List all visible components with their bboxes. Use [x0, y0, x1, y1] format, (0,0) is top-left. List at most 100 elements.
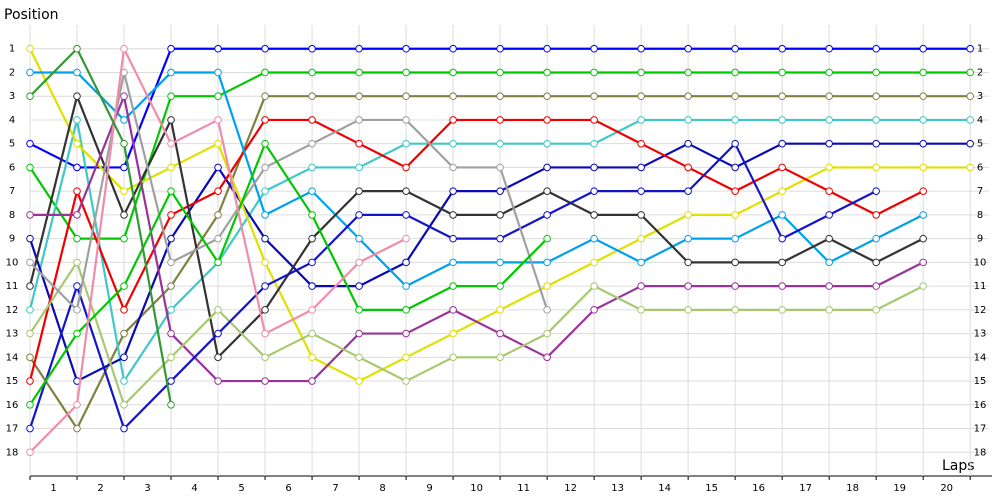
lap-marker	[355, 139, 363, 148]
lap-marker	[26, 44, 34, 53]
lap-marker	[590, 116, 598, 124]
lap-marker	[731, 187, 739, 195]
lap-marker	[496, 163, 504, 172]
lap-marker	[684, 211, 692, 219]
lap-marker	[966, 44, 974, 53]
lap-marker	[778, 258, 786, 267]
driver-line	[29, 141, 548, 406]
y-tick-label: 7	[9, 186, 15, 197]
lap-marker	[355, 116, 363, 124]
lap-marker	[684, 306, 692, 314]
lap-marker	[308, 329, 316, 338]
lap-marker	[26, 400, 34, 409]
lap-marker	[261, 329, 269, 338]
lap-marker	[449, 187, 457, 195]
lap-marker	[120, 306, 128, 314]
lap-marker	[590, 163, 598, 172]
lap-marker	[825, 163, 833, 172]
lap-marker	[919, 211, 927, 219]
lap-marker	[26, 329, 34, 338]
lap-marker	[919, 187, 927, 195]
lap-marker	[73, 92, 81, 101]
lap-marker	[214, 329, 222, 338]
lap-marker	[778, 68, 786, 77]
lap-marker	[825, 282, 833, 290]
lap-marker	[449, 92, 457, 101]
lap-marker	[261, 139, 269, 148]
lap-marker	[778, 92, 786, 101]
lap-marker	[26, 92, 34, 101]
lap-marker	[120, 44, 128, 53]
lap-marker	[872, 92, 880, 101]
lap-marker	[73, 163, 81, 172]
lap-marker	[73, 139, 81, 148]
x-tick-label: 5	[238, 483, 244, 494]
lap-marker	[731, 282, 739, 290]
x-tick-label: 2	[97, 483, 103, 494]
lap-marker	[402, 163, 410, 172]
lap-marker	[120, 377, 128, 385]
lap-marker	[449, 163, 457, 172]
y-tick-label: 15	[6, 376, 19, 387]
lap-marker	[167, 306, 175, 314]
lap-marker	[120, 353, 128, 362]
lap-marker	[825, 68, 833, 77]
lap-marker	[261, 187, 269, 195]
lap-marker	[449, 258, 457, 267]
lap-marker	[637, 211, 645, 219]
y-tick-label: 18	[6, 447, 19, 458]
lap-marker	[214, 258, 222, 267]
lap-marker	[308, 234, 316, 243]
lap-marker	[825, 258, 833, 267]
driver-line	[29, 259, 924, 407]
lap-marker	[872, 163, 880, 172]
lap-marker	[120, 116, 128, 124]
lap-marker	[684, 163, 692, 172]
lap-marker	[167, 258, 175, 267]
lap-marker	[167, 234, 175, 243]
lap-marker	[167, 282, 175, 290]
y-tick-label-right: 15	[974, 376, 987, 387]
lap-marker	[543, 68, 551, 77]
lap-marker	[496, 139, 504, 148]
lap-marker	[825, 44, 833, 53]
lap-marker	[355, 258, 363, 267]
y-tick-label-right: 5	[977, 139, 983, 150]
lap-marker	[731, 92, 739, 101]
x-tick-label: 9	[426, 483, 432, 494]
x-tick-label: 13	[611, 483, 624, 494]
lap-marker	[637, 139, 645, 148]
lap-marker	[825, 211, 833, 219]
y-tick-label-right: 12	[974, 305, 987, 316]
driver-line	[30, 92, 924, 383]
lap-marker	[261, 211, 269, 219]
lap-marker	[214, 234, 222, 243]
x-tick-label: 11	[517, 483, 530, 494]
lap-marker	[590, 211, 598, 219]
y-tick-label: 17	[6, 424, 19, 435]
lap-marker	[590, 306, 598, 314]
lap-marker	[167, 353, 175, 362]
lap-marker	[402, 92, 410, 101]
lap-marker	[73, 68, 81, 77]
lap-marker	[402, 282, 410, 290]
lap-marker	[167, 400, 175, 409]
lap-marker	[731, 116, 739, 124]
lap-marker	[872, 258, 880, 267]
y-tick-label: 4	[9, 115, 15, 126]
lap-marker	[355, 234, 363, 243]
y-tick-label-right: 6	[977, 162, 983, 173]
lap-marker	[825, 234, 833, 243]
lap-marker	[167, 139, 175, 148]
lap-marker	[872, 282, 880, 290]
lap-marker	[872, 139, 880, 148]
x-tick-label: 8	[379, 483, 385, 494]
lap-marker	[214, 353, 222, 362]
lap-marker	[261, 68, 269, 77]
lap-marker	[825, 92, 833, 101]
y-tick-label: 6	[9, 162, 15, 173]
y-tick-label-right: 2	[977, 67, 983, 78]
lap-marker	[73, 234, 81, 243]
lap-marker	[731, 44, 739, 53]
lap-marker	[872, 44, 880, 53]
